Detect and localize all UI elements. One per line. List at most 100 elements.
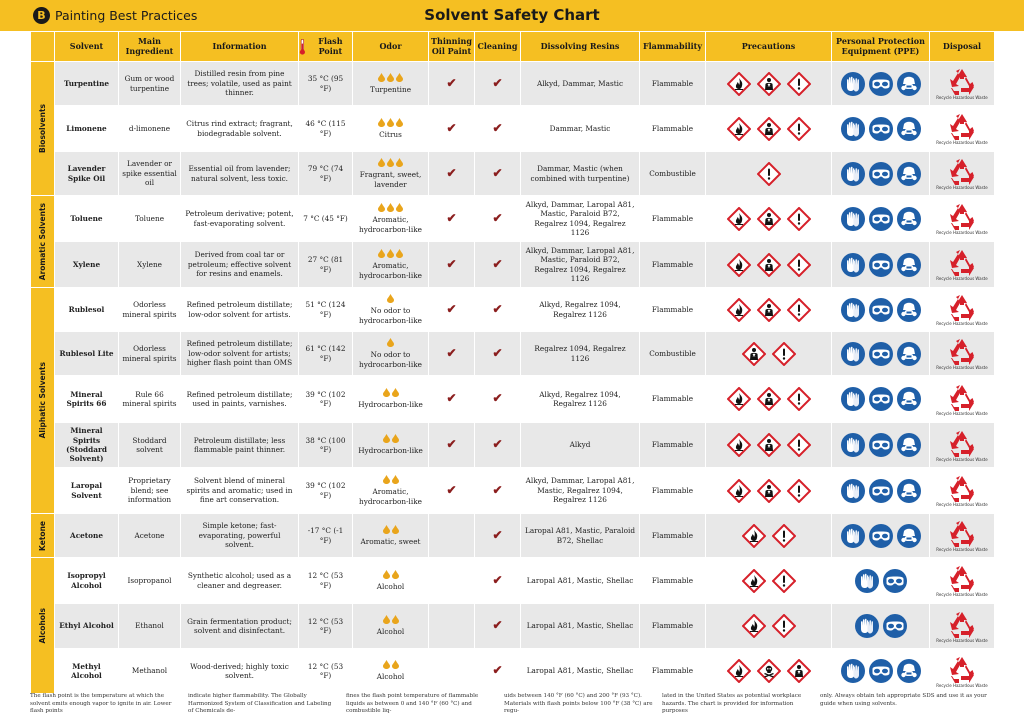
flammability: Combustible bbox=[639, 331, 706, 376]
disposal-caption: Recycle Hazardous Waste bbox=[936, 410, 988, 416]
health-hazard-icon bbox=[756, 252, 781, 277]
recycle-icon bbox=[947, 157, 977, 187]
gloves-icon bbox=[840, 206, 866, 232]
goggles-icon bbox=[868, 658, 894, 684]
dissolving-resins: Alkyd, Dammar, Laropal A81, Mastic, Para… bbox=[520, 195, 640, 242]
ppe-cell bbox=[831, 195, 930, 242]
thinning-cell: ✔ bbox=[428, 151, 475, 196]
ppe-cell bbox=[831, 241, 930, 288]
table-row: Aliphatic Solvents Rublesol Odorless miner… bbox=[30, 287, 995, 514]
footnote-2: indicate higher flammability. The Global… bbox=[188, 693, 332, 715]
odor-drop-icon bbox=[387, 249, 394, 259]
main-ingredient: Toluene bbox=[118, 195, 181, 242]
gloves-icon bbox=[840, 252, 866, 278]
precautions-cell bbox=[705, 375, 832, 423]
recycle-icon bbox=[947, 293, 977, 323]
odor-intensity-drops-icon bbox=[356, 158, 425, 170]
precautions-cell bbox=[705, 467, 832, 514]
main-ingredient: Stoddard solvent bbox=[118, 422, 181, 468]
table-row: Mineral Spirits 66 Rule 66 mineral spirit… bbox=[31, 375, 995, 423]
odor-drop-icon bbox=[378, 203, 385, 213]
respirator-icon bbox=[896, 252, 922, 278]
dissolving-resins: Dammar, Mastic bbox=[520, 105, 640, 152]
table-row: Lavender Spike Oil Lavender or spike esse… bbox=[31, 151, 995, 196]
cleaning-cell: ✔ bbox=[474, 603, 521, 649]
cleaning-cell: ✔ bbox=[474, 422, 521, 468]
ppe-cell bbox=[831, 422, 930, 468]
exclamation-icon bbox=[786, 206, 811, 231]
recycle-icon bbox=[947, 655, 977, 685]
flame-icon bbox=[741, 568, 766, 593]
information: Refined petroleum distillate; low-odor s… bbox=[180, 287, 299, 332]
health-hazard-icon bbox=[756, 478, 781, 503]
information: Distilled resin from pine trees; volatil… bbox=[180, 61, 299, 106]
solvent-name: Lavender Spike Oil bbox=[54, 151, 119, 196]
thermometer-icon bbox=[299, 38, 305, 55]
cleaning-cell: ✔ bbox=[474, 151, 521, 196]
table-row: Biosolvents Turpentine Gum or wood turpent… bbox=[30, 61, 995, 196]
precautions-cell bbox=[705, 422, 832, 468]
flame-icon bbox=[726, 252, 751, 277]
flammability: Flammable bbox=[639, 648, 706, 694]
dissolving-resins: Laropal A81, Mastic, Paraloid B72, Shell… bbox=[520, 513, 640, 558]
odor-drop-icon bbox=[382, 524, 390, 534]
disposal-caption: Recycle Hazardous Waste bbox=[936, 185, 988, 190]
dissolving-resins: Laropal A81, Mastic, Shellac bbox=[520, 603, 640, 649]
checkmark-icon: ✔ bbox=[446, 437, 457, 452]
solvent-name: Rublesol bbox=[54, 287, 119, 332]
cleaning-cell: ✔ bbox=[474, 61, 521, 106]
disposal-cell: Recycle Hazardous Waste bbox=[929, 422, 995, 468]
odor-drop-icon bbox=[391, 615, 399, 625]
group-label-text: Aliphatic Solvents bbox=[37, 362, 47, 439]
goggles-icon bbox=[882, 568, 908, 594]
information: Grain fermentation product; solvent and … bbox=[180, 603, 299, 649]
goggles-icon bbox=[868, 116, 894, 142]
gloves-icon bbox=[840, 161, 866, 187]
thinning-cell: ✔ bbox=[428, 375, 475, 423]
odor-drop-icon bbox=[387, 158, 394, 168]
health-hazard-icon bbox=[786, 658, 811, 684]
flash-point: 38 °C (100 °F) bbox=[298, 422, 353, 468]
precautions-cell bbox=[705, 513, 832, 558]
flammability: Flammable bbox=[639, 195, 706, 242]
main-ingredient: Xylene bbox=[118, 241, 181, 288]
odor-drop-icon bbox=[396, 249, 403, 259]
exclamation-icon bbox=[786, 297, 811, 322]
table-row: Ethyl Alcohol Ethanol Grain fermentation p… bbox=[31, 603, 995, 649]
odor-drop-icon bbox=[378, 117, 385, 127]
odor-drop-icon bbox=[387, 203, 394, 213]
cleaning-cell: ✔ bbox=[474, 287, 521, 332]
odor-intensity-drops-icon bbox=[356, 615, 425, 627]
brand-name: Painting Best Practices bbox=[55, 8, 198, 23]
precautions-cell bbox=[705, 557, 832, 604]
ppe-cell bbox=[831, 467, 930, 514]
flammability: Combustible bbox=[639, 151, 706, 196]
flammability: Flammable bbox=[639, 287, 706, 332]
flash-point: 27 °C (81 °F) bbox=[298, 241, 353, 288]
odor-drop-icon bbox=[378, 249, 385, 259]
footnote-1: The flash point is the temperature at wh… bbox=[30, 693, 172, 715]
main-ingredient: Odorless mineral spirits bbox=[118, 331, 181, 376]
table-row: Laropal Solvent Proprietary blend; see in… bbox=[31, 467, 995, 514]
checkmark-icon: ✔ bbox=[446, 210, 457, 225]
checkmark-icon: ✔ bbox=[492, 437, 503, 452]
odor-cell: Alcohol bbox=[352, 557, 429, 604]
disposal-cell: Recycle Hazardous Waste bbox=[929, 241, 995, 288]
checkmark-icon: ✔ bbox=[446, 165, 457, 180]
flammability: Flammable bbox=[639, 375, 706, 423]
respirator-icon bbox=[896, 478, 922, 504]
odor-text: Aromatic, hydrocarbon-like bbox=[359, 487, 422, 506]
checkmark-icon: ✔ bbox=[446, 75, 457, 90]
gloves-icon bbox=[840, 523, 866, 549]
odor-drop-icon bbox=[382, 388, 390, 398]
main-ingredient: Acetone bbox=[118, 513, 181, 558]
precautions-cell bbox=[705, 105, 832, 152]
ppe-cell bbox=[831, 603, 930, 649]
disposal-caption: Recycle Hazardous Waste bbox=[936, 456, 988, 462]
checkmark-icon: ✔ bbox=[492, 618, 503, 633]
odor-cell: Turpentine bbox=[352, 61, 429, 106]
thinning-cell bbox=[428, 557, 475, 604]
header-row: Solvent Main Ingredient Information Flas… bbox=[30, 31, 995, 62]
odor-intensity-drops-icon bbox=[356, 203, 425, 215]
ppe-cell bbox=[831, 61, 930, 106]
